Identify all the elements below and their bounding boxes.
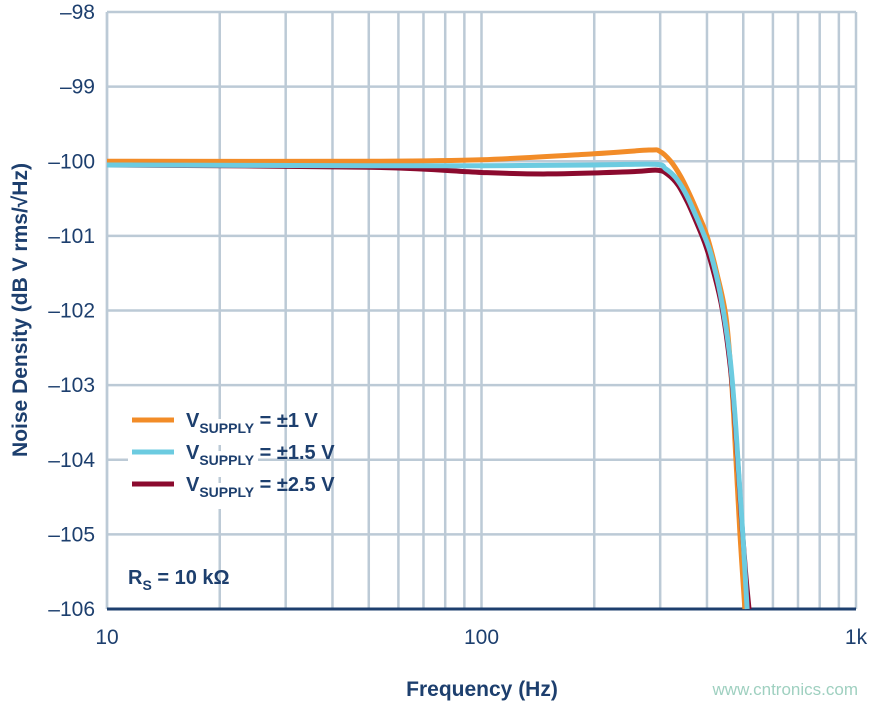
y-tick-label: –102 [48, 300, 95, 323]
legend-bg [128, 451, 258, 477]
y-axis-label: Noise Density (dB V rms/√Hz) [9, 163, 32, 457]
rs-annotation: RS = 10 kΩ [128, 567, 230, 593]
legend-label-main: V [186, 442, 200, 464]
legend-label-main: V [186, 474, 200, 496]
legend-label-rest: = ±1 V [254, 410, 318, 432]
legend-label-main: V [186, 410, 200, 432]
y-tick-label: –104 [48, 449, 95, 472]
legend-bg [128, 419, 258, 445]
series-line-2 [106, 161, 750, 610]
x-tick-label: 1k [845, 626, 868, 649]
rs-main: R [128, 567, 143, 589]
series-line-1 [106, 147, 748, 610]
legend-label-sub: SUPPLY [199, 484, 254, 500]
legend-label-sub: SUPPLY [199, 420, 254, 436]
y-tick-label: –100 [48, 150, 95, 173]
legend-label-sub: SUPPLY [199, 452, 254, 468]
legend-label: VSUPPLY = ±1 V [186, 410, 319, 436]
x-axis-label: Frequency (Hz) [406, 678, 558, 701]
legend-label-rest: = ±1.5 V [254, 442, 335, 464]
legend-label: VSUPPLY = ±1.5 V [186, 442, 335, 468]
legend-label: VSUPPLY = ±2.5 V [186, 474, 335, 500]
legend-label-rest: = ±2.5 V [254, 474, 335, 496]
series-line-3 [106, 162, 752, 610]
x-tick-label: 10 [95, 626, 118, 649]
y-tick-label: –98 [60, 1, 95, 24]
series-lines [106, 147, 752, 610]
y-tick-label: –106 [48, 598, 95, 621]
tick-labels: 10 100 1k –98 –99 –100 –101 –102 –103 –104 –105 –10… [48, 1, 867, 649]
y-tick-label: –105 [48, 523, 95, 546]
rs-sub: S [142, 577, 151, 593]
legend-bg [128, 483, 258, 509]
y-tick-label: –103 [48, 374, 95, 397]
rs-rest: = 10 kΩ [152, 567, 230, 589]
x-tick-label: 100 [464, 626, 499, 649]
watermark: www.cntronics.com [712, 680, 858, 699]
y-tick-label: –99 [60, 76, 95, 99]
y-tick-label: –101 [48, 225, 95, 248]
